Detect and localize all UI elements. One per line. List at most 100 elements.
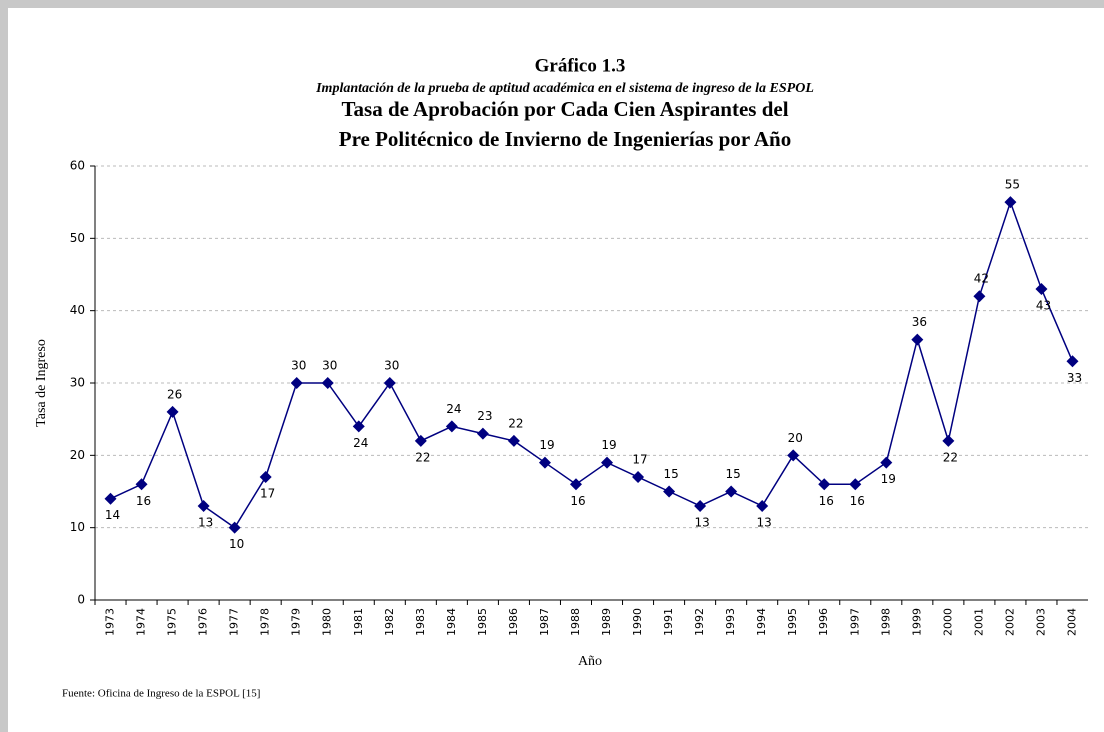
x-tick-label: 1983 — [414, 608, 427, 636]
data-point — [538, 456, 551, 469]
data-point — [756, 499, 769, 512]
data-label: 16 — [850, 494, 865, 508]
y-tick-label: 30 — [70, 376, 85, 390]
x-tick-label: 1997 — [848, 608, 861, 636]
data-point — [197, 499, 210, 512]
chart-title: Gráfico 1.3 — [535, 55, 626, 76]
data-label: 14 — [105, 508, 120, 522]
data-label: 24 — [353, 436, 368, 450]
data-point — [663, 485, 676, 498]
x-tick-label: 1979 — [290, 608, 303, 636]
x-tick-label: 1992 — [693, 608, 706, 636]
data-line — [110, 199, 1074, 529]
data-label: 19 — [881, 472, 896, 486]
x-axis-label: Año — [578, 654, 602, 669]
data-point — [290, 377, 303, 389]
data-label: 22 — [943, 450, 958, 464]
data-point — [694, 499, 707, 512]
x-tick-label: 1974 — [135, 608, 148, 636]
x-tick-label: 1998 — [879, 608, 892, 636]
data-label: 16 — [819, 494, 834, 508]
x-tick-label: 1978 — [259, 608, 272, 636]
data-label: 24 — [446, 402, 461, 416]
y-axis-label: Tasa de Ingreso — [34, 339, 49, 427]
data-point — [569, 478, 582, 491]
data-label: 15 — [663, 467, 678, 481]
x-tick-label: 1973 — [104, 608, 117, 636]
data-label: 17 — [632, 453, 647, 467]
data-point — [880, 456, 893, 469]
x-tick-label: 1982 — [383, 608, 396, 636]
data-point — [135, 478, 148, 491]
data-point — [352, 420, 365, 433]
data-label: 33 — [1067, 371, 1082, 385]
x-tick-label: 2003 — [1034, 608, 1047, 636]
data-label: 22 — [508, 416, 523, 430]
y-tick-label: 40 — [70, 303, 85, 317]
x-tick-label: 1980 — [321, 608, 334, 636]
x-tick-label: 2004 — [1065, 608, 1078, 636]
data-point — [259, 471, 272, 484]
data-point — [601, 456, 614, 469]
x-tick-label: 1975 — [166, 608, 179, 636]
x-tick-label: 1994 — [755, 608, 768, 636]
data-label: 19 — [601, 438, 616, 452]
chart-subtitle: Implantación de la prueba de aptitud aca… — [315, 81, 814, 96]
data-label: 43 — [1036, 298, 1051, 312]
data-point — [228, 521, 241, 534]
chart-title-line: Pre Politécnico de Invierno de Ingenierí… — [339, 127, 791, 151]
x-tick-label: 1988 — [569, 608, 582, 636]
data-point — [725, 485, 738, 498]
data-label: 55 — [1005, 178, 1020, 192]
data-point — [942, 434, 955, 447]
data-label: 20 — [788, 431, 803, 445]
data-label: 30 — [291, 359, 306, 373]
x-tick-label: 1986 — [507, 608, 520, 636]
data-point — [414, 434, 427, 447]
data-label: 36 — [912, 315, 927, 329]
data-label: 22 — [415, 450, 430, 464]
x-tick-label: 2001 — [972, 608, 985, 636]
y-tick-label: 60 — [70, 159, 85, 173]
x-tick-label: 1995 — [786, 608, 799, 636]
x-tick-label: 1990 — [631, 608, 644, 636]
data-point — [849, 478, 862, 491]
x-tick-label: 1977 — [228, 608, 241, 636]
data-point — [1035, 282, 1048, 295]
data-label: 10 — [229, 537, 244, 551]
chart-title-line: Tasa de Aprobación por Cada Cien Aspiran… — [341, 97, 788, 121]
y-tick-label: 50 — [70, 231, 85, 245]
x-tick-label: 2002 — [1003, 608, 1016, 636]
data-point — [1066, 355, 1079, 368]
data-label: 26 — [167, 387, 182, 401]
x-tick-label: 1991 — [662, 608, 675, 636]
data-point — [507, 434, 520, 447]
data-point — [787, 449, 800, 462]
y-tick-label: 0 — [77, 593, 85, 607]
data-label: 23 — [477, 409, 492, 423]
data-label: 30 — [322, 359, 337, 373]
data-label: 30 — [384, 359, 399, 373]
data-point — [445, 420, 458, 433]
panel — [8, 8, 1104, 732]
x-tick-label: 1999 — [910, 608, 923, 636]
x-tick-label: 1985 — [476, 608, 489, 636]
data-point — [818, 478, 831, 491]
data-label: 13 — [757, 515, 772, 529]
data-point — [1004, 196, 1017, 209]
x-tick-label: 1984 — [445, 608, 458, 636]
data-label: 15 — [726, 467, 741, 481]
y-tick-label: 20 — [70, 448, 85, 462]
data-point — [166, 405, 179, 418]
x-tick-label: 1996 — [817, 608, 830, 636]
data-point — [911, 333, 924, 346]
data-label: 19 — [539, 438, 554, 452]
data-label: 17 — [260, 487, 275, 501]
y-tick-label: 10 — [70, 520, 85, 534]
data-label: 16 — [136, 494, 151, 508]
x-tick-label: 1993 — [724, 608, 737, 636]
data-point — [104, 492, 117, 505]
x-tick-label: 1989 — [600, 608, 613, 636]
data-point — [321, 377, 334, 389]
